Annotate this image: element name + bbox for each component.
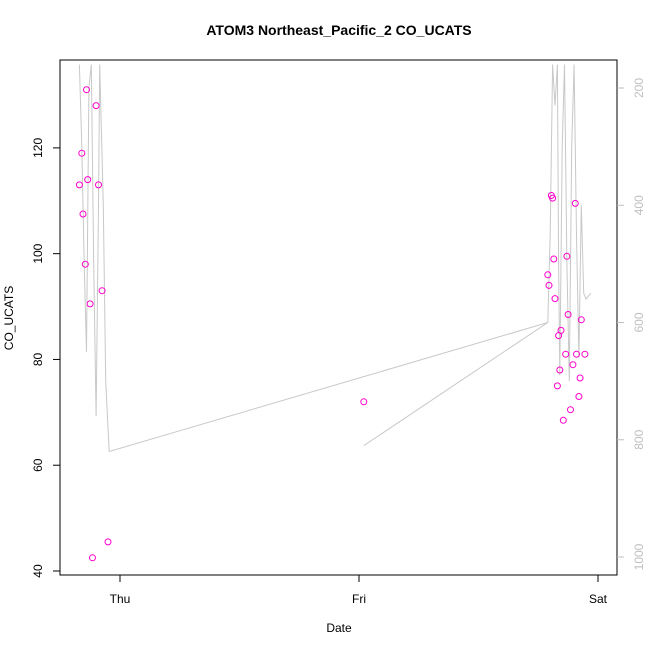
- data-point: [575, 393, 583, 400]
- data-point: [564, 311, 572, 318]
- y2-tick-label: 600: [632, 312, 646, 332]
- x-axis: Thu Fri Sat: [110, 575, 608, 606]
- data-point: [571, 199, 579, 207]
- y-tick-label: 100: [31, 243, 45, 263]
- y2-tick-label: 1000: [632, 543, 646, 570]
- data-point: [551, 295, 559, 303]
- data-point: [581, 350, 589, 358]
- data-point: [557, 326, 565, 334]
- y-tick-label: 40: [31, 564, 45, 578]
- altitude-line-segment-2: [363, 64, 592, 447]
- y2-axis: 200 400 600 800 1000: [617, 78, 646, 570]
- data-point: [573, 350, 580, 358]
- data-point: [545, 281, 553, 289]
- data-points: [75, 86, 589, 562]
- data-point: [567, 406, 574, 414]
- data-point: [84, 176, 92, 184]
- y-tick-label: 80: [31, 352, 45, 366]
- data-point: [86, 300, 94, 308]
- y-axis: 40 60 80 100 120: [31, 138, 60, 578]
- data-point: [81, 260, 89, 268]
- data-point: [92, 102, 100, 110]
- y-tick-label: 60: [31, 458, 45, 472]
- data-point: [577, 316, 585, 324]
- data-point: [553, 382, 561, 390]
- altitude-line-segment-1: [78, 64, 548, 453]
- data-point: [83, 86, 90, 94]
- plot-frame: [59, 59, 618, 576]
- y-tick-label: 120: [31, 138, 45, 158]
- x-axis-label: Date: [326, 621, 352, 635]
- x-tick-label: Thu: [110, 592, 131, 606]
- x-tick-label: Fri: [352, 592, 366, 606]
- data-point: [78, 149, 86, 157]
- chart-title: ATOM3 Northeast_Pacific_2 CO_UCATS: [206, 22, 471, 38]
- data-point: [75, 181, 83, 189]
- data-point: [576, 374, 584, 382]
- x-tick-label: Sat: [589, 592, 608, 606]
- data-point: [98, 287, 106, 295]
- data-point: [95, 181, 102, 189]
- data-point: [559, 416, 567, 424]
- data-point: [544, 271, 552, 279]
- data-point: [563, 252, 571, 260]
- y-axis-label: CO_UCATS: [2, 286, 16, 350]
- data-point: [89, 554, 96, 562]
- data-point: [569, 361, 577, 369]
- data-point: [104, 538, 112, 546]
- data-point: [550, 255, 558, 263]
- data-point: [360, 398, 368, 406]
- y2-tick-label: 800: [632, 429, 646, 449]
- data-point: [556, 366, 564, 374]
- y2-tick-label: 400: [632, 195, 646, 215]
- data-point: [79, 210, 87, 218]
- data-point: [549, 194, 557, 202]
- y2-tick-label: 200: [632, 78, 646, 98]
- altitude-lines: [78, 64, 592, 453]
- data-point: [562, 350, 570, 358]
